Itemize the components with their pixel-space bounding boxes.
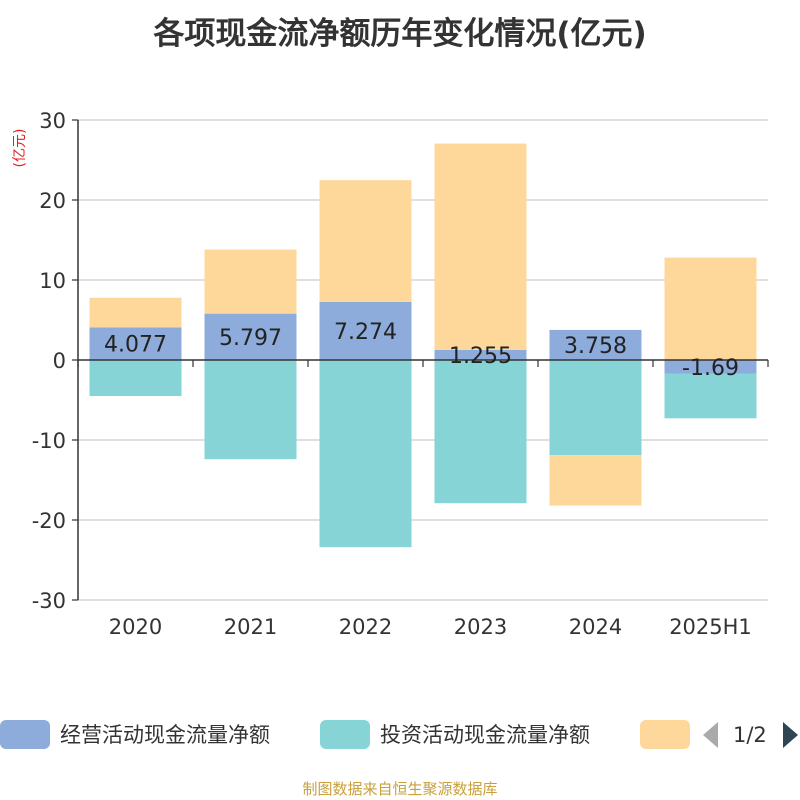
- legend-swatch-2: [320, 720, 370, 749]
- legend-prev-page-icon[interactable]: [703, 722, 718, 748]
- bar-series2-2022: [319, 360, 412, 548]
- legend-label-2: 投资活动现金流量净额: [380, 723, 590, 747]
- data-label-2020: 4.077: [104, 333, 167, 358]
- y-tick-label: -10: [32, 429, 66, 453]
- data-labels: 4.077 5.797 7.274 1.255 3.758 -1.69: [104, 320, 739, 381]
- bar-series2-2023: [434, 360, 527, 504]
- data-label-2021: 5.797: [219, 326, 282, 351]
- bar-series3-2020: [89, 297, 182, 328]
- y-tick-label: 30: [39, 109, 66, 133]
- x-tick-label: 2021: [224, 615, 277, 639]
- data-label-2022: 7.274: [334, 320, 397, 345]
- chart-title: 各项现金流净额历年变化情况(亿元): [153, 16, 647, 52]
- bars: [89, 143, 757, 548]
- legend-next-page-icon[interactable]: [783, 722, 798, 748]
- grid-lines: [78, 119, 768, 601]
- y-tick-label: 0: [53, 349, 66, 373]
- bar-series2-2020: [89, 360, 182, 396]
- axes: 30 20 10 0 -10 -20 -30 2020 2021 2022 2023 2024 2025…: [32, 109, 769, 639]
- data-label-2025H1: -1.69: [682, 356, 739, 381]
- y-unit-label: (亿元): [12, 129, 28, 168]
- x-tick-label: 2024: [569, 615, 622, 639]
- y-tick-label: -30: [32, 589, 66, 613]
- bar-series1-2020: [89, 327, 182, 360]
- bar-series3-2021: [204, 249, 297, 314]
- y-tick-label: 20: [39, 189, 66, 213]
- bar-series3-2024: [549, 455, 642, 506]
- legend[interactable]: 经营活动现金流量净额 投资活动现金流量净额 1/2: [0, 720, 798, 749]
- bar-series1-2024: [549, 329, 642, 360]
- x-tick-label: 2022: [339, 615, 392, 639]
- bar-series1-2023: [434, 349, 527, 360]
- bar-series1-2025H1: [664, 360, 757, 374]
- bar-series1-2022: [319, 301, 412, 360]
- bar-series3-2023: [434, 143, 527, 350]
- x-tick-label: 2023: [454, 615, 507, 639]
- bar-series2-2021: [204, 360, 297, 460]
- source-note: 制图数据来自恒生聚源数据库: [302, 780, 498, 798]
- bar-series1-2021: [204, 313, 297, 360]
- x-tick-label: 2025H1: [669, 615, 752, 639]
- bar-series2-2025H1: [664, 373, 757, 419]
- bar-series3-2025H1: [664, 257, 757, 360]
- legend-swatch-1: [0, 720, 50, 749]
- legend-label-1: 经营活动现金流量净额: [60, 723, 270, 747]
- x-tick-label: 2020: [109, 615, 162, 639]
- bar-series3-2022: [319, 180, 412, 302]
- y-tick-label: 10: [39, 269, 66, 293]
- data-label-2023: 1.255: [449, 344, 512, 369]
- bar-series2-2024: [549, 360, 642, 456]
- legend-swatch-3: [640, 720, 690, 749]
- legend-page-indicator: 1/2: [733, 723, 767, 747]
- data-label-2024: 3.758: [564, 334, 627, 359]
- y-tick-label: -20: [32, 509, 66, 533]
